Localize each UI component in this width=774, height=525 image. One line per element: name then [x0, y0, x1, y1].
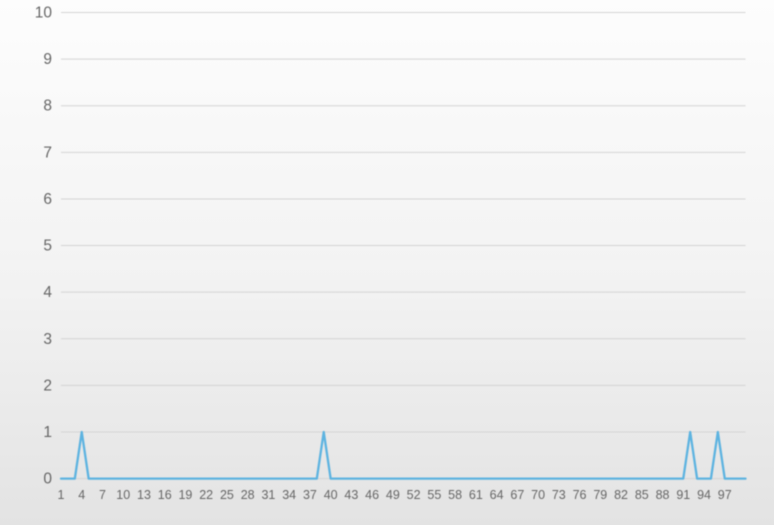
svg-text:58: 58 — [448, 488, 462, 502]
svg-text:91: 91 — [676, 488, 690, 502]
svg-text:28: 28 — [241, 488, 255, 502]
svg-text:52: 52 — [407, 488, 421, 502]
svg-text:8: 8 — [43, 98, 52, 115]
svg-text:13: 13 — [137, 488, 151, 502]
svg-text:61: 61 — [469, 488, 483, 502]
svg-text:31: 31 — [261, 488, 275, 502]
svg-text:34: 34 — [282, 488, 296, 502]
svg-text:76: 76 — [573, 488, 587, 502]
svg-text:67: 67 — [510, 488, 524, 502]
svg-text:25: 25 — [220, 488, 234, 502]
svg-text:94: 94 — [697, 488, 711, 502]
svg-text:46: 46 — [365, 488, 379, 502]
svg-text:70: 70 — [531, 488, 545, 502]
svg-text:10: 10 — [35, 5, 53, 22]
svg-text:3: 3 — [43, 331, 52, 348]
svg-text:4: 4 — [78, 488, 85, 502]
svg-text:19: 19 — [178, 488, 192, 502]
svg-text:40: 40 — [324, 488, 338, 502]
svg-text:43: 43 — [344, 488, 358, 502]
svg-text:85: 85 — [635, 488, 649, 502]
svg-text:10: 10 — [116, 488, 130, 502]
svg-text:7: 7 — [43, 144, 52, 161]
svg-text:6: 6 — [43, 191, 52, 208]
svg-text:22: 22 — [199, 488, 213, 502]
svg-text:16: 16 — [158, 488, 172, 502]
svg-text:88: 88 — [656, 488, 670, 502]
svg-text:82: 82 — [614, 488, 628, 502]
svg-text:97: 97 — [718, 488, 732, 502]
svg-text:4: 4 — [43, 284, 52, 301]
svg-text:79: 79 — [593, 488, 607, 502]
svg-text:7: 7 — [99, 488, 106, 502]
svg-text:9: 9 — [43, 51, 52, 68]
svg-text:64: 64 — [490, 488, 504, 502]
svg-text:2: 2 — [43, 377, 52, 394]
svg-text:1: 1 — [58, 488, 65, 502]
svg-text:5: 5 — [43, 238, 52, 255]
svg-text:1: 1 — [43, 424, 52, 441]
svg-text:0: 0 — [43, 471, 52, 488]
svg-text:49: 49 — [386, 488, 400, 502]
svg-text:55: 55 — [427, 488, 441, 502]
svg-text:73: 73 — [552, 488, 566, 502]
svg-text:37: 37 — [303, 488, 317, 502]
